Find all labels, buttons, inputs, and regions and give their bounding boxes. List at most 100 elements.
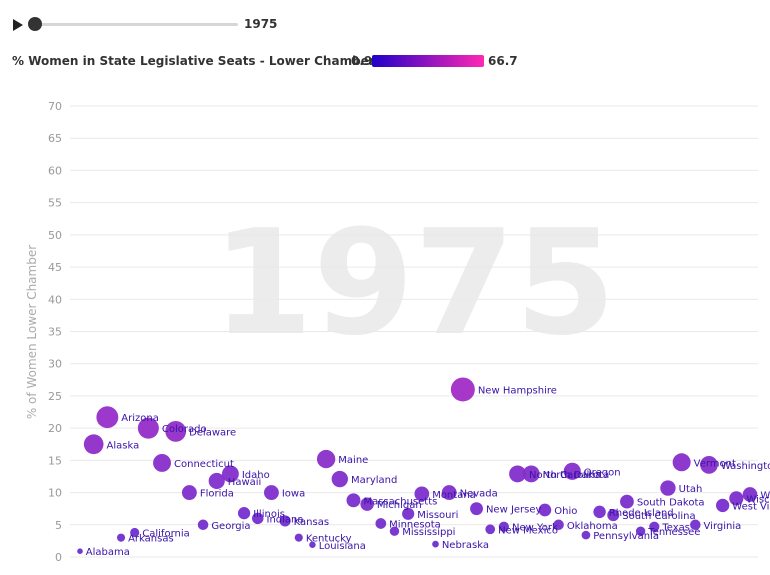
data-point	[165, 420, 187, 442]
data-label: Idaho	[242, 470, 270, 481]
data-point	[181, 485, 197, 501]
y-tick-label: 25	[48, 390, 62, 403]
data-point	[389, 526, 400, 536]
data-point	[620, 494, 634, 509]
data-point	[563, 462, 581, 480]
data-point	[153, 453, 172, 472]
data-label: Oregon	[584, 467, 621, 478]
data-label: Iowa	[282, 489, 305, 500]
y-tick-label: 65	[48, 132, 62, 145]
data-label: Nebraska	[442, 540, 489, 551]
data-label: Connecticut	[174, 459, 234, 470]
data-label: Minnesota	[389, 519, 441, 530]
data-label: California	[142, 529, 190, 540]
data-point	[309, 541, 316, 548]
data-point	[279, 515, 291, 527]
data-point	[485, 524, 496, 535]
data-label: Hawaii	[228, 477, 262, 488]
data-point	[360, 497, 374, 511]
data-point	[470, 502, 483, 516]
year-watermark: 1975	[212, 199, 616, 368]
data-point	[553, 519, 564, 531]
data-label: West Virginia	[732, 501, 770, 512]
data-point	[197, 519, 209, 531]
data-point	[649, 521, 660, 532]
data-point	[77, 548, 83, 555]
data-label: Wyoming	[760, 491, 770, 502]
data-label: Arkansas	[128, 534, 174, 545]
data-point	[116, 533, 126, 542]
data-label: Maine	[338, 455, 368, 466]
data-point	[83, 434, 104, 455]
data-point	[251, 512, 264, 525]
data-point	[263, 485, 279, 501]
data-label: Florida	[200, 489, 234, 500]
data-point	[402, 507, 415, 520]
data-point	[729, 491, 744, 506]
data-point	[441, 485, 457, 501]
data-point	[635, 526, 646, 536]
y-tick-label: 35	[48, 326, 62, 339]
current-year-label: 1975	[244, 17, 278, 31]
data-point	[316, 449, 336, 469]
data-label: Ohio	[554, 506, 577, 517]
data-label: Michigan	[377, 500, 422, 511]
data-point	[450, 377, 475, 402]
data-point	[432, 540, 439, 548]
data-point	[96, 406, 119, 429]
data-point	[346, 493, 361, 508]
data-point	[581, 530, 591, 540]
legend-gradient-bar	[372, 55, 484, 67]
data-label: Delaware	[189, 427, 236, 438]
data-point	[607, 509, 620, 522]
data-label: South Dakota	[637, 498, 705, 509]
data-label: Illinois	[253, 509, 285, 520]
data-label: Colorado	[162, 424, 207, 435]
data-label: Washington	[721, 461, 770, 472]
data-label: Alabama	[86, 547, 130, 558]
data-label: Missouri	[417, 510, 458, 521]
y-tick-label: 0	[55, 551, 62, 564]
data-point	[294, 533, 303, 542]
data-point	[130, 527, 140, 538]
legend-title: % Women in State Legislative Seats - Low…	[12, 54, 382, 68]
data-label: Georgia	[211, 521, 250, 532]
data-label: Oklahoma	[567, 521, 618, 532]
y-tick-label: 55	[48, 197, 62, 210]
y-tick-label: 10	[48, 487, 62, 500]
play-icon[interactable]	[13, 19, 23, 31]
legend-max-label: 66.7	[488, 54, 518, 68]
y-tick-label: 5	[55, 519, 62, 532]
playback-controls: 1975	[0, 0, 770, 50]
y-tick-label: 45	[48, 261, 62, 274]
y-tick-label: 70	[48, 100, 62, 113]
data-label: Utah	[679, 484, 703, 495]
data-label: Indiana	[267, 514, 304, 525]
data-point	[509, 465, 526, 483]
data-point	[593, 505, 606, 519]
data-label: Massachusetts	[363, 496, 437, 507]
data-label: New Hampshire	[478, 385, 557, 396]
year-slider-handle[interactable]	[28, 17, 42, 31]
data-point	[522, 465, 540, 483]
data-point	[498, 521, 509, 532]
data-point	[208, 472, 225, 490]
data-label: Kentucky	[306, 534, 352, 545]
data-point	[375, 518, 387, 529]
data-label: Kansas	[294, 517, 329, 528]
data-point	[690, 519, 701, 531]
data-point	[137, 417, 159, 439]
data-label: South Carolina	[622, 511, 695, 522]
data-label: Wisconsin	[746, 494, 770, 505]
data-label: Vermont	[694, 458, 736, 469]
data-label: North Carolina	[529, 470, 601, 481]
data-point	[414, 486, 430, 502]
data-point	[660, 480, 676, 496]
data-label: Pennsylvania	[593, 531, 659, 542]
data-label: Texas	[661, 523, 690, 534]
data-point	[672, 453, 691, 472]
data-label: Virginia	[704, 521, 742, 532]
data-point	[742, 487, 758, 502]
year-slider[interactable]	[35, 23, 238, 26]
